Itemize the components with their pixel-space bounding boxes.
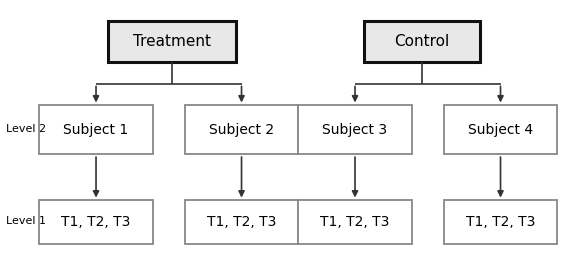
FancyBboxPatch shape	[443, 200, 557, 244]
FancyBboxPatch shape	[108, 21, 236, 62]
Text: Level 2: Level 2	[6, 124, 46, 133]
Text: T1, T2, T3: T1, T2, T3	[320, 215, 390, 229]
Text: T1, T2, T3: T1, T2, T3	[207, 215, 276, 229]
Text: T1, T2, T3: T1, T2, T3	[61, 215, 131, 229]
FancyBboxPatch shape	[443, 105, 557, 154]
FancyBboxPatch shape	[364, 21, 480, 62]
Text: Level 1: Level 1	[6, 216, 46, 226]
Text: Subject 4: Subject 4	[468, 123, 533, 137]
FancyBboxPatch shape	[185, 105, 298, 154]
FancyBboxPatch shape	[185, 200, 298, 244]
FancyBboxPatch shape	[40, 200, 152, 244]
Text: T1, T2, T3: T1, T2, T3	[466, 215, 535, 229]
Text: Subject 1: Subject 1	[63, 123, 129, 137]
Text: Treatment: Treatment	[133, 34, 211, 49]
FancyBboxPatch shape	[298, 200, 412, 244]
FancyBboxPatch shape	[40, 105, 152, 154]
Text: Control: Control	[395, 34, 449, 49]
Text: Subject 3: Subject 3	[322, 123, 388, 137]
Text: Subject 2: Subject 2	[209, 123, 274, 137]
FancyBboxPatch shape	[298, 105, 412, 154]
